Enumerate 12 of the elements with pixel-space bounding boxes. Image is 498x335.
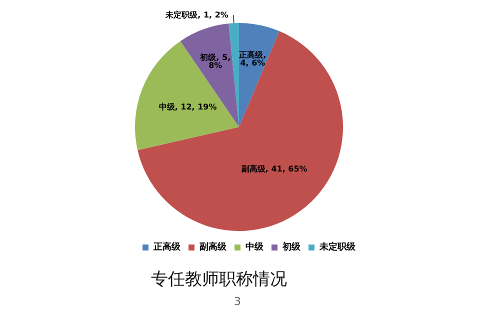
text: 3 [234,295,241,308]
legend-label: 初级 [282,242,302,252]
data-label: 正高级, 4, 6% [238,50,266,68]
legend-label: 正高级 [152,242,182,252]
legend-label: 中级 [246,242,264,252]
legend-label: 未定职级 [318,242,356,252]
data-label: 初级, 5, 8% [199,52,231,70]
data-label: 未定职级, 1, 2% [164,10,228,20]
data-label: 副高级, 41, 65% [241,164,308,174]
legend-label: 副高级 [200,242,228,252]
data-label: 中级, 12, 19% [158,102,217,112]
text: 专任教师职称情况 [151,270,287,290]
